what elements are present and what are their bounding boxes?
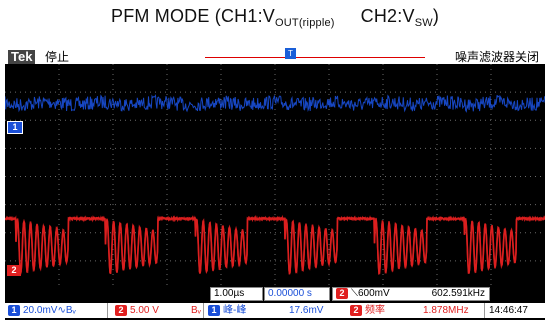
noise-filter-status: 噪声滤波器关闭 — [454, 50, 539, 64]
meas2-readout: 2 频率 — [350, 304, 385, 317]
channel-readout-bar: 1 20.0mV∿Bᵥ 2 5.00 V Bᵥ 1 峰-峰 17.6mV 2 频率 1.… — [5, 303, 545, 318]
oscilloscope-screen: Tek 停止 T 噪声滤波器关闭 1 2 1.00µs 0.00000 s 2 ⟍… — [5, 48, 545, 320]
meas1-value: 17.6mV — [289, 305, 324, 316]
ch1-coupling: ∿Bᵥ — [57, 305, 76, 316]
ch1-level-marker: 1 — [7, 121, 23, 134]
chart-title: PFM MODE (CH1:VOUT(ripple) CH2:VSW) — [0, 6, 550, 29]
ch1-scale: 20.0mV — [23, 305, 58, 316]
brand-logo: Tek — [8, 50, 36, 64]
delay-readout: 0.00000 s — [264, 287, 330, 301]
ch2-switching-trace — [5, 214, 545, 276]
meas2-value: 1.878MHz — [423, 305, 469, 316]
divider — [484, 303, 485, 318]
trigger-level: ⟍600mV — [351, 288, 390, 299]
meas1-readout: 1 峰-峰 — [208, 304, 246, 317]
title-close: ) — [432, 6, 440, 26]
acquisition-readout: 1.00µs 0.00000 s 2 ⟍600mV 602.591kHz — [210, 287, 545, 301]
title-sub-ripple: OUT(ripple) — [275, 17, 335, 29]
run-state: 停止 — [45, 50, 70, 64]
meas2-label: 频率 — [365, 305, 385, 316]
trigger-frequency: 602.591kHz — [431, 288, 485, 299]
title-text: PFM MODE (CH1:V — [110, 6, 275, 26]
meas2-badge: 2 — [350, 305, 362, 316]
ch2-badge: 2 — [115, 305, 127, 316]
ch2-coupling: Bᵥ — [191, 305, 201, 316]
ch1-ripple-trace — [5, 93, 545, 113]
meas1-label: 峰-峰 — [223, 305, 247, 316]
ch2-scale: 5.00 V — [130, 305, 159, 316]
trigger-channel-badge: 2 — [336, 288, 348, 299]
status-bar: Tek 停止 T 噪声滤波器关闭 — [5, 48, 545, 64]
trigger-readout: 2 ⟍600mV 602.591kHz — [332, 287, 490, 301]
timebase-readout: 1.00µs — [210, 287, 263, 301]
ch1-badge: 1 — [8, 305, 20, 316]
divider — [203, 303, 204, 318]
ch2-level-marker: 2 — [7, 265, 21, 276]
ch2-scale-readout: 2 5.00 V — [115, 304, 159, 317]
trigger-position-icon: T — [285, 48, 296, 59]
title-text-ch2: CH2:V — [334, 6, 415, 26]
title-sub-sw: SW — [414, 17, 433, 29]
divider — [107, 303, 108, 318]
record-position-line — [205, 57, 425, 58]
meas1-badge: 1 — [208, 305, 220, 316]
clock-time: 14:46:47 — [489, 305, 528, 316]
ch1-scale-readout: 1 20.0mV∿Bᵥ — [8, 304, 76, 317]
waveform-plot — [5, 64, 545, 289]
